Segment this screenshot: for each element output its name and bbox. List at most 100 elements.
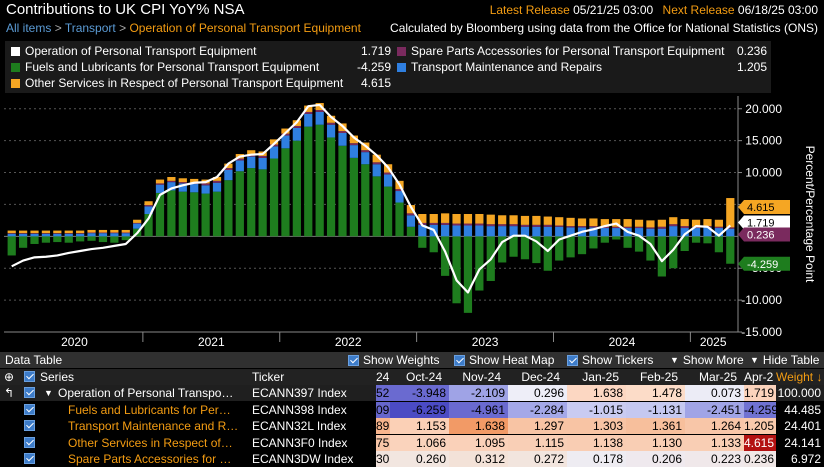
bar-segment[interactable]	[714, 236, 723, 253]
bar-segment[interactable]	[361, 150, 370, 153]
bar-segment[interactable]	[498, 226, 507, 237]
bar-segment[interactable]	[178, 182, 187, 184]
bar-segment[interactable]	[657, 236, 666, 277]
bar-segment[interactable]	[463, 236, 473, 313]
bar-segment[interactable]	[646, 228, 655, 237]
bar-segment[interactable]	[589, 226, 598, 228]
month-column-header[interactable]: Mar-25	[698, 370, 737, 384]
weight-column-header[interactable]: Weight ↓	[776, 370, 823, 384]
bar-segment[interactable]	[167, 180, 176, 183]
bar-segment[interactable]	[406, 215, 416, 227]
bar-segment[interactable]	[315, 111, 324, 125]
bar-segment[interactable]	[577, 218, 587, 227]
bar-segment[interactable]	[190, 184, 199, 193]
bar-segment[interactable]	[634, 228, 644, 237]
table-row[interactable]: Fuels and Lubricants for Per… ECANN398 In…	[0, 401, 824, 418]
bar-segment[interactable]	[338, 132, 347, 146]
bar-segment[interactable]	[509, 236, 518, 257]
bar-segment[interactable]	[372, 176, 381, 237]
bar-segment[interactable]	[87, 232, 96, 234]
bar-segment[interactable]	[634, 219, 644, 227]
bar-segment[interactable]	[338, 131, 347, 133]
bar-segment[interactable]	[326, 122, 336, 125]
bar-segment[interactable]	[212, 180, 222, 183]
bar-segment[interactable]	[133, 219, 142, 223]
bar-segment[interactable]	[167, 190, 176, 237]
table-row[interactable]: Spare Parts Accessories for … ECANN3DW In…	[0, 451, 824, 467]
bar-segment[interactable]	[19, 233, 28, 234]
bar-segment[interactable]	[543, 224, 552, 227]
bar-segment[interactable]	[178, 191, 187, 237]
bar-segment[interactable]	[19, 236, 28, 248]
bar-segment[interactable]	[418, 236, 427, 248]
show-more-button[interactable]: ▼ Show More	[670, 353, 744, 367]
bar-segment[interactable]	[121, 236, 130, 241]
bar-segment[interactable]	[384, 174, 393, 187]
bar-segment[interactable]	[30, 236, 39, 244]
bar-segment[interactable]	[726, 236, 735, 264]
bar-segment[interactable]	[520, 215, 530, 225]
table-row[interactable]: Other Services in Respect of… ECANN3F0 In…	[0, 434, 824, 451]
bar-segment[interactable]	[498, 215, 507, 225]
bar-segment[interactable]	[657, 219, 666, 227]
bar-segment[interactable]	[7, 230, 16, 234]
bar-segment[interactable]	[315, 124, 324, 237]
bar-segment[interactable]	[326, 115, 336, 123]
breadcrumb-transport[interactable]: Transport	[64, 21, 116, 35]
bar-segment[interactable]	[133, 223, 142, 229]
bar-segment[interactable]	[212, 177, 222, 181]
bar-segment[interactable]	[349, 143, 358, 146]
bar-segment[interactable]	[646, 227, 655, 229]
bar-segment[interactable]	[726, 228, 735, 237]
bar-segment[interactable]	[406, 226, 416, 237]
show-tickers-toggle[interactable]: Show Tickers	[567, 353, 653, 367]
bar-segment[interactable]	[7, 233, 16, 237]
bar-segment[interactable]	[144, 206, 153, 214]
bar-segment[interactable]	[41, 233, 51, 237]
bar-segment[interactable]	[441, 213, 450, 223]
bar-segment[interactable]	[646, 220, 655, 228]
bar-segment[interactable]	[41, 236, 51, 243]
bar-segment[interactable]	[76, 236, 85, 242]
bar-segment[interactable]	[30, 233, 39, 237]
bar-segment[interactable]	[281, 133, 290, 136]
bar-segment[interactable]	[691, 219, 701, 227]
bar-segment[interactable]	[190, 178, 199, 183]
bar-segment[interactable]	[669, 217, 678, 225]
bar-segment[interactable]	[680, 226, 689, 229]
bar-segment[interactable]	[110, 232, 119, 234]
bar-segment[interactable]	[87, 229, 96, 233]
bar-segment[interactable]	[41, 233, 51, 234]
bar-segment[interactable]	[258, 169, 267, 237]
bar-segment[interactable]	[178, 178, 187, 183]
bar-segment[interactable]	[395, 191, 404, 203]
bar-segment[interactable]	[7, 236, 16, 256]
bar-segment[interactable]	[224, 168, 233, 170]
bar-segment[interactable]	[657, 228, 666, 237]
bar-segment[interactable]	[520, 226, 530, 237]
table-row[interactable]: ↰ ▼ Operation of Personal Transpo… ECANN397…	[0, 385, 824, 401]
bar-segment[interactable]	[566, 226, 575, 228]
bar-segment[interactable]	[543, 236, 552, 271]
bar-segment[interactable]	[326, 137, 336, 237]
bar-segment[interactable]	[566, 236, 575, 258]
bar-segment[interactable]	[304, 126, 313, 237]
row-checkbox[interactable]	[24, 435, 38, 451]
bar-segment[interactable]	[691, 236, 701, 243]
bar-segment[interactable]	[600, 228, 609, 237]
bar-segment[interactable]	[475, 236, 484, 291]
bar-segment[interactable]	[463, 223, 473, 226]
bar-segment[interactable]	[600, 236, 609, 243]
bar-segment[interactable]	[121, 233, 130, 237]
bar-segment[interactable]	[577, 236, 587, 255]
bar-segment[interactable]	[87, 236, 96, 241]
bar-segment[interactable]	[235, 158, 244, 161]
hide-table-button[interactable]: ▼ Hide Table	[750, 353, 819, 367]
bar-segment[interactable]	[155, 179, 165, 184]
bar-segment[interactable]	[110, 229, 119, 233]
bar-segment[interactable]	[623, 219, 632, 227]
bar-segment[interactable]	[30, 230, 39, 234]
bar-segment[interactable]	[212, 182, 222, 192]
bar-segment[interactable]	[281, 128, 290, 134]
bar-segment[interactable]	[714, 219, 723, 227]
